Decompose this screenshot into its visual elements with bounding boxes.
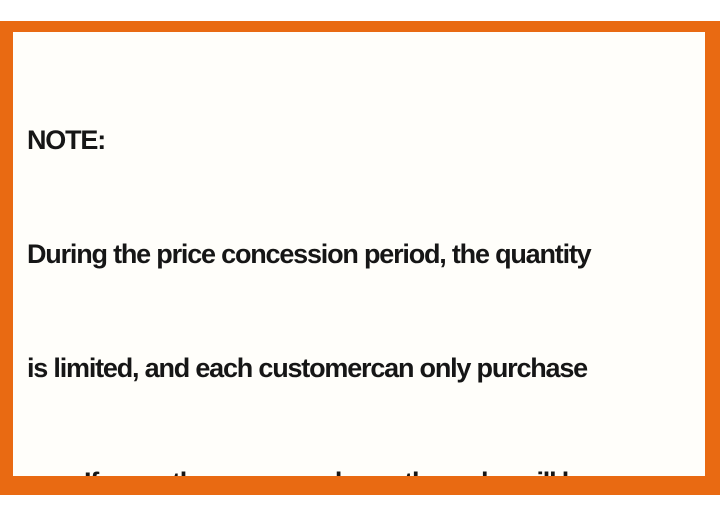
note-line: During the price concession period, the … — [27, 239, 592, 269]
content-card: NOTE: During the price concession period… — [13, 32, 705, 476]
orange-frame: NOTE: During the price concession period… — [0, 21, 720, 495]
note-line: one. If more than one purchase, the orde… — [27, 463, 705, 476]
note-line: is limited, and each customercan only pu… — [27, 353, 588, 383]
note-block: NOTE: During the price concession period… — [27, 45, 705, 476]
note-title: NOTE: — [27, 125, 106, 155]
